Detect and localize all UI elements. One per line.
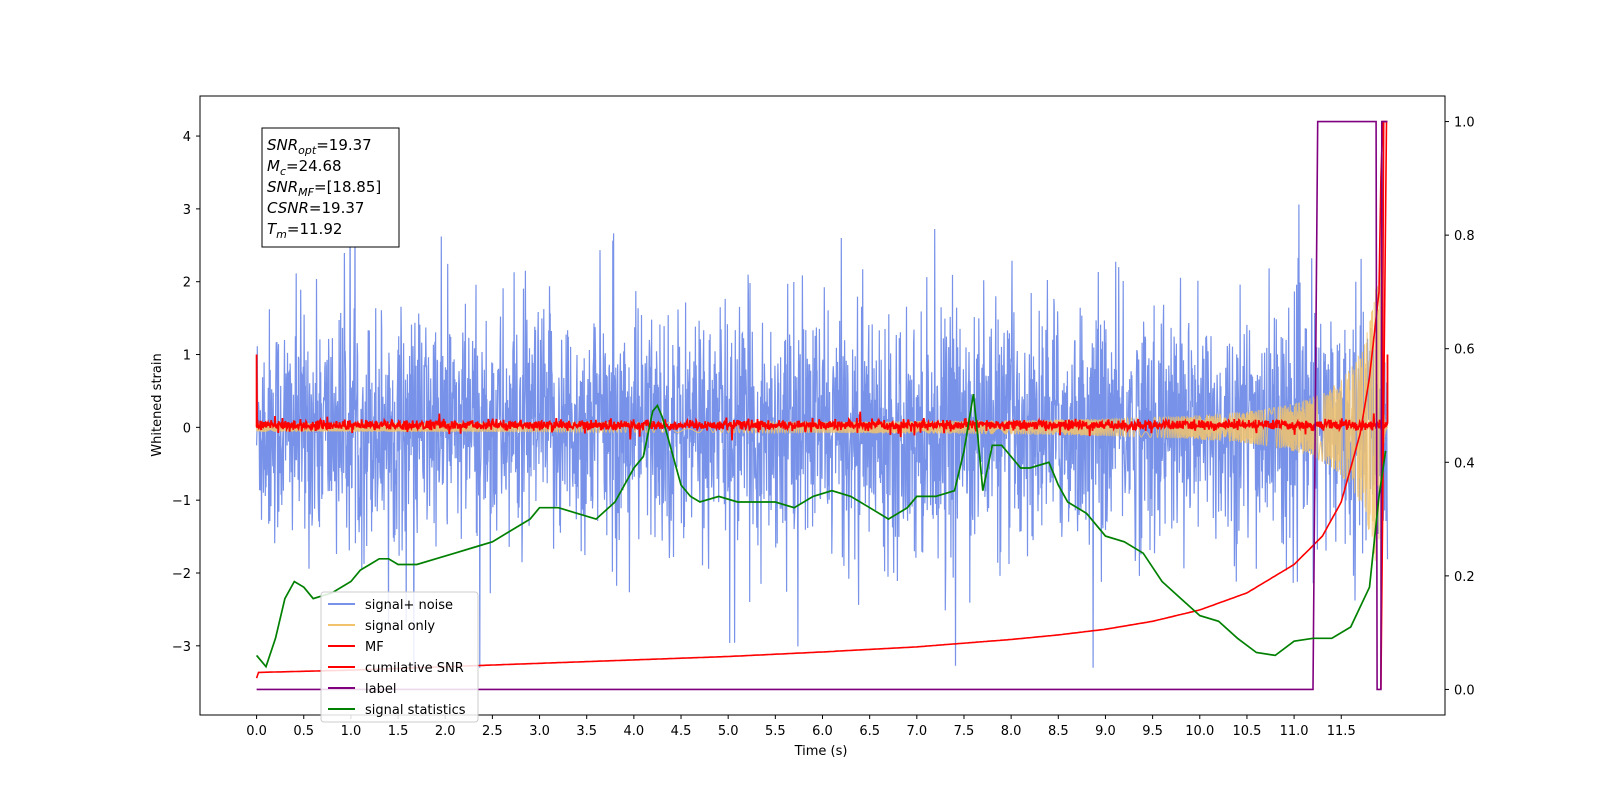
x-tick-label: 8.0 xyxy=(1001,724,1022,739)
x-tick-label: 0.5 xyxy=(293,724,314,739)
x-tick-label: 10.5 xyxy=(1232,724,1261,739)
legend-label: MF xyxy=(365,640,384,655)
y-left-tick-label: 2 xyxy=(183,276,191,291)
x-tick-label: 1.0 xyxy=(341,724,362,739)
x-tick-label: 6.5 xyxy=(859,724,880,739)
legend-label: cumilative SNR xyxy=(365,661,464,676)
y-left-tick-label: 4 xyxy=(183,130,191,145)
x-tick-label: 5.0 xyxy=(718,724,739,739)
x-tick-label: 0.0 xyxy=(246,724,267,739)
legend-label: signal+ noise xyxy=(365,598,453,613)
x-axis-label: Time (s) xyxy=(794,744,848,759)
y-left-tick-label: 3 xyxy=(183,203,191,218)
x-tick-label: 2.5 xyxy=(482,724,503,739)
y-left-tick-label: −3 xyxy=(172,640,191,655)
y-left-tick-label: 0 xyxy=(183,421,191,436)
x-tick-label: 9.5 xyxy=(1142,724,1163,739)
x-tick-label: 9.0 xyxy=(1095,724,1116,739)
x-tick-label: 10.0 xyxy=(1185,724,1214,739)
y-right-tick-label: 0.8 xyxy=(1454,229,1475,244)
x-tick-label: 4.5 xyxy=(671,724,692,739)
annotation-line: SNRopt=19.37 xyxy=(267,136,372,157)
annotation-line: Mc=24.68 xyxy=(267,157,342,178)
annotation-line: Tm=11.92 xyxy=(267,220,342,241)
series-signal-noise xyxy=(256,185,1389,668)
x-tick-label: 3.0 xyxy=(529,724,550,739)
x-tick-label: 6.0 xyxy=(812,724,833,739)
y-left-tick-label: −1 xyxy=(172,494,191,509)
x-tick-label: 11.0 xyxy=(1280,724,1309,739)
x-tick-label: 4.0 xyxy=(624,724,645,739)
y-left-tick-label: −2 xyxy=(172,567,191,582)
y-right-tick-label: 0.4 xyxy=(1454,456,1475,471)
x-tick-label: 2.0 xyxy=(435,724,456,739)
x-tick-label: 3.5 xyxy=(576,724,597,739)
x-tick-label: 7.5 xyxy=(954,724,975,739)
y-right-tick-label: 1.0 xyxy=(1454,116,1475,131)
y-right-tick-label: 0.6 xyxy=(1454,343,1475,358)
x-tick-label: 1.5 xyxy=(388,724,409,739)
legend-label: signal statistics xyxy=(365,703,466,718)
annotation-line: SNRMF=[18.85] xyxy=(267,178,381,199)
annotation-line: CSNR=19.37 xyxy=(267,199,364,217)
x-tick-label: 5.5 xyxy=(765,724,786,739)
ticks-layer: 0.0 0.5 1.0 1.5 2.0 2.5 3.0 3.5 4.0 4.5 5.0 5.5 6.0 6… xyxy=(172,116,1475,739)
y-right-tick-label: 0.2 xyxy=(1454,570,1475,585)
y-right-tick-label: 0.0 xyxy=(1454,683,1475,698)
y-axis-label: Whitened strain xyxy=(150,353,165,456)
y-left-tick-label: 1 xyxy=(183,349,191,364)
series-mf xyxy=(255,354,1389,441)
annotation-box: SNRopt=19.37Mc=24.68SNRMF=[18.85]CSNR=19… xyxy=(261,127,400,248)
series-signal-statistics xyxy=(255,393,1387,669)
legend-label: label xyxy=(365,682,396,697)
legend: signal+ noise signal only MF cumilative SNR… xyxy=(320,591,479,723)
x-tick-label: 8.5 xyxy=(1048,724,1069,739)
x-tick-label: 7.0 xyxy=(906,724,927,739)
x-tick-label: 11.5 xyxy=(1327,724,1356,739)
series-label xyxy=(256,120,1388,691)
legend-label: signal only xyxy=(365,619,435,634)
